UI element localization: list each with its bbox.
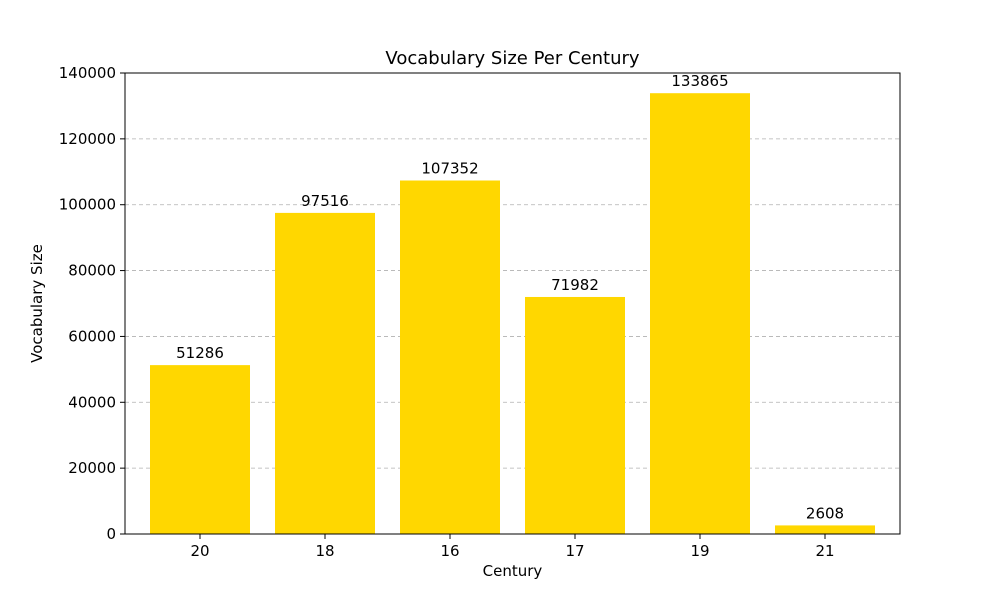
bar — [275, 212, 375, 534]
y-axis-label: Vocabulary Size — [28, 244, 46, 363]
bar-value-label: 71982 — [551, 276, 599, 294]
y-tick-label: 0 — [106, 525, 116, 543]
y-tick-label: 140000 — [59, 64, 116, 82]
x-tick-label: 18 — [315, 542, 334, 560]
chart-title: Vocabulary Size Per Century — [385, 48, 639, 69]
y-tick-label: 60000 — [68, 327, 116, 345]
x-axis-ticks: 20 18 16 17 19 21 — [190, 534, 835, 560]
bar-value-label: 97516 — [301, 192, 349, 210]
plot-frame — [124, 72, 901, 535]
bar-value-label: 133865 — [671, 72, 728, 90]
y-tick-label: 40000 — [68, 393, 116, 411]
y-tick-label: 120000 — [59, 130, 116, 148]
y-axis-ticks: 0 20000 40000 60000 80000 100000 120000 140000 — [59, 64, 125, 543]
data-labels: 51286 97516 107352 71982 133865 2608 — [176, 72, 844, 522]
bar — [650, 93, 750, 535]
bar-value-label: 51286 — [176, 344, 224, 362]
x-tick-label: 21 — [815, 542, 834, 560]
grid-lines — [125, 138, 900, 469]
bar — [775, 525, 875, 534]
x-tick-label: 20 — [190, 542, 209, 560]
x-tick-label: 16 — [440, 542, 459, 560]
bar — [150, 365, 250, 534]
y-tick-label: 100000 — [59, 196, 116, 214]
bar — [400, 180, 500, 535]
x-tick-label: 19 — [690, 542, 709, 560]
x-tick-label: 17 — [565, 542, 584, 560]
x-axis-label: Century — [483, 562, 543, 580]
y-tick-label: 80000 — [68, 262, 116, 280]
bar — [525, 296, 625, 534]
bar-value-label: 2608 — [806, 504, 844, 522]
y-tick-label: 20000 — [68, 459, 116, 477]
bars — [150, 93, 875, 535]
bar-value-label: 107352 — [421, 160, 478, 178]
